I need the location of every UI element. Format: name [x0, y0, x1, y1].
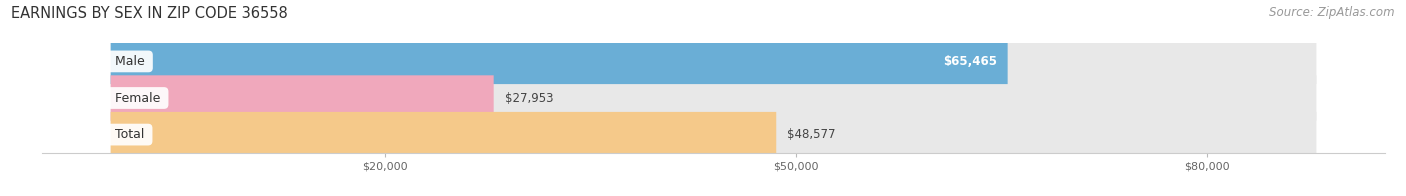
FancyBboxPatch shape: [111, 112, 776, 157]
FancyBboxPatch shape: [111, 75, 494, 121]
Text: Source: ZipAtlas.com: Source: ZipAtlas.com: [1270, 6, 1395, 19]
Text: $48,577: $48,577: [787, 128, 835, 141]
Text: EARNINGS BY SEX IN ZIP CODE 36558: EARNINGS BY SEX IN ZIP CODE 36558: [11, 6, 288, 21]
Text: Male: Male: [111, 55, 149, 68]
FancyBboxPatch shape: [111, 39, 1008, 84]
FancyBboxPatch shape: [111, 75, 1316, 121]
FancyBboxPatch shape: [111, 112, 1316, 157]
Text: $27,953: $27,953: [505, 92, 553, 104]
FancyBboxPatch shape: [111, 39, 1316, 84]
Text: Female: Female: [111, 92, 165, 104]
Text: Total: Total: [111, 128, 148, 141]
Text: $65,465: $65,465: [942, 55, 997, 68]
